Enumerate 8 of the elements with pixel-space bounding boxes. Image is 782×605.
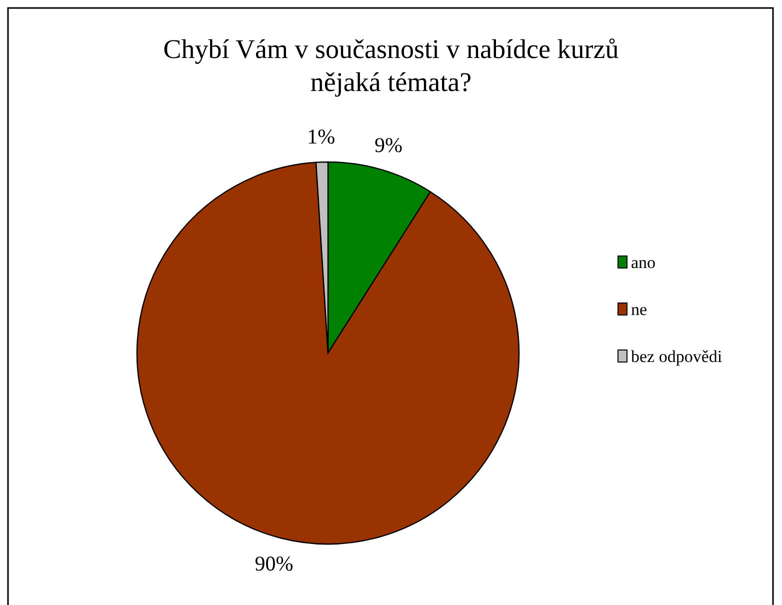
pie-slice [136,162,520,545]
legend-label: ano [631,252,656,272]
chart-title: Chybí Vám v současnosti v nabídce kurzů nějaká témata? [163,34,620,97]
legend-label: bez odpovědi [631,346,722,366]
data-label: 1% [307,124,336,148]
data-label: 9% [374,132,403,157]
legend-label: ne [631,300,648,319]
data-label: 90% [254,552,294,576]
